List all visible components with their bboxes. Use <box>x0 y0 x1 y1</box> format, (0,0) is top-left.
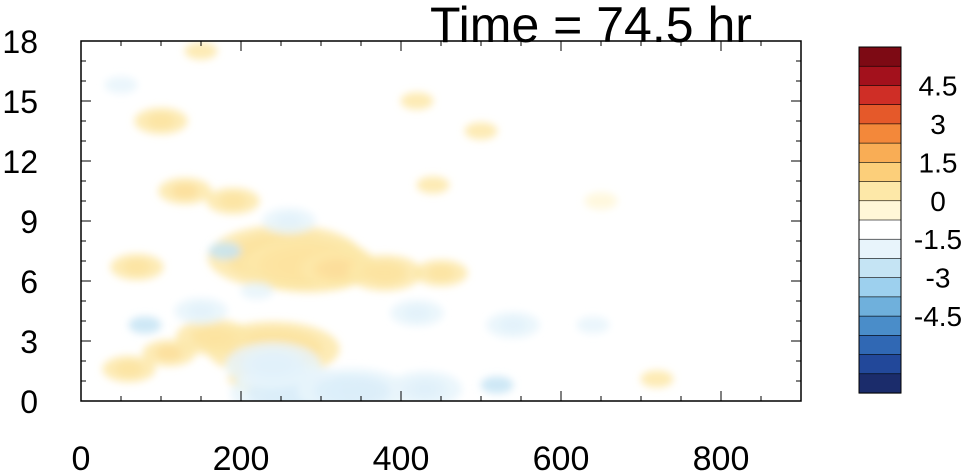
colorbar-box <box>858 162 902 183</box>
contour-blob <box>110 253 164 281</box>
y-tick-label: 18 <box>2 24 38 60</box>
contour-blob <box>576 316 610 334</box>
contour-blob <box>480 376 514 394</box>
x-tick-label: 400 <box>373 440 430 473</box>
contour-blob <box>400 92 434 110</box>
axis-ticks <box>80 40 802 402</box>
colorbar-box <box>858 46 902 67</box>
colorbar: 4.5 3 1.5 0 -1.5 -3 -4.5 <box>858 46 962 394</box>
contour-blob <box>174 297 228 325</box>
contour-blob <box>128 316 162 334</box>
y-axis-tick-labels: 0 3 6 9 12 15 18 <box>2 24 38 420</box>
y-tick-label: 6 <box>20 264 38 300</box>
x-tick-label: 600 <box>533 440 590 473</box>
colorbar-border <box>858 46 902 394</box>
colorbar-box <box>858 296 902 317</box>
x-tick-label: 800 <box>693 440 750 473</box>
contour-blob <box>297 368 409 401</box>
colorbar-box <box>858 181 902 202</box>
colorbar-tick-label: -4.5 <box>914 301 962 332</box>
y-tick-label: 3 <box>20 324 38 360</box>
contour-blob <box>486 311 540 339</box>
contour-blob <box>206 187 260 215</box>
colorbar-box <box>858 200 902 221</box>
contour-blob <box>240 282 274 300</box>
colorbar-tick-label: 0 <box>930 186 946 217</box>
colorbar-tick-label: -3 <box>926 263 951 294</box>
colorbar-box <box>858 142 902 163</box>
colorbar-box <box>858 238 902 260</box>
contour-blob <box>390 299 444 327</box>
contour-blob <box>176 319 250 355</box>
x-tick-label: 0 <box>72 440 91 473</box>
y-tick-label: 12 <box>2 144 38 180</box>
colorbar-box <box>858 123 902 144</box>
contour-blob <box>584 192 618 210</box>
contour-blob <box>348 255 422 291</box>
y-tick-label: 15 <box>2 84 38 120</box>
colorbar-box <box>858 219 902 240</box>
colorbar-tick-label: 4.5 <box>919 70 958 101</box>
contour-blob <box>184 42 218 60</box>
y-tick-label: 9 <box>20 204 38 240</box>
colorbar-tick-label: 1.5 <box>919 147 958 178</box>
contour-blob <box>414 259 468 287</box>
colorbar-boxes <box>858 46 902 394</box>
colorbar-box <box>858 335 902 356</box>
y-tick-label: 0 <box>20 384 38 420</box>
contour-blob <box>388 371 462 401</box>
colorbar-tick-label: 3 <box>930 109 946 140</box>
colorbar-box <box>858 104 902 125</box>
contour-blob <box>134 107 188 135</box>
contour-blob <box>158 177 212 205</box>
contour-blob <box>102 355 156 383</box>
contour-blob <box>225 342 321 388</box>
colorbar-box <box>858 373 902 394</box>
colorbar-box <box>858 354 902 375</box>
contour-blob <box>104 76 138 94</box>
contour-blob <box>416 176 450 194</box>
colorbar-box <box>858 85 902 106</box>
contour-blob <box>464 122 498 140</box>
chart-title: Time = 74.5 hr <box>430 0 752 53</box>
colorbar-tick-label: -1.5 <box>914 224 962 255</box>
colorbar-box <box>858 277 902 298</box>
colorbar-labels: 4.5 3 1.5 0 -1.5 -3 -4.5 <box>914 70 962 332</box>
colorbar-box <box>858 258 902 279</box>
plot-area <box>80 40 802 402</box>
x-axis-tick-labels: 0 200 400 600 800 <box>72 440 750 473</box>
x-tick-label: 200 <box>213 440 270 473</box>
contour-blob <box>640 370 674 388</box>
contour-blob <box>208 242 242 260</box>
contour-blob <box>142 339 196 367</box>
colorbar-box <box>858 315 902 336</box>
contour-blob <box>262 207 316 235</box>
contour-fill <box>102 42 674 401</box>
colorbar-box <box>858 65 902 87</box>
